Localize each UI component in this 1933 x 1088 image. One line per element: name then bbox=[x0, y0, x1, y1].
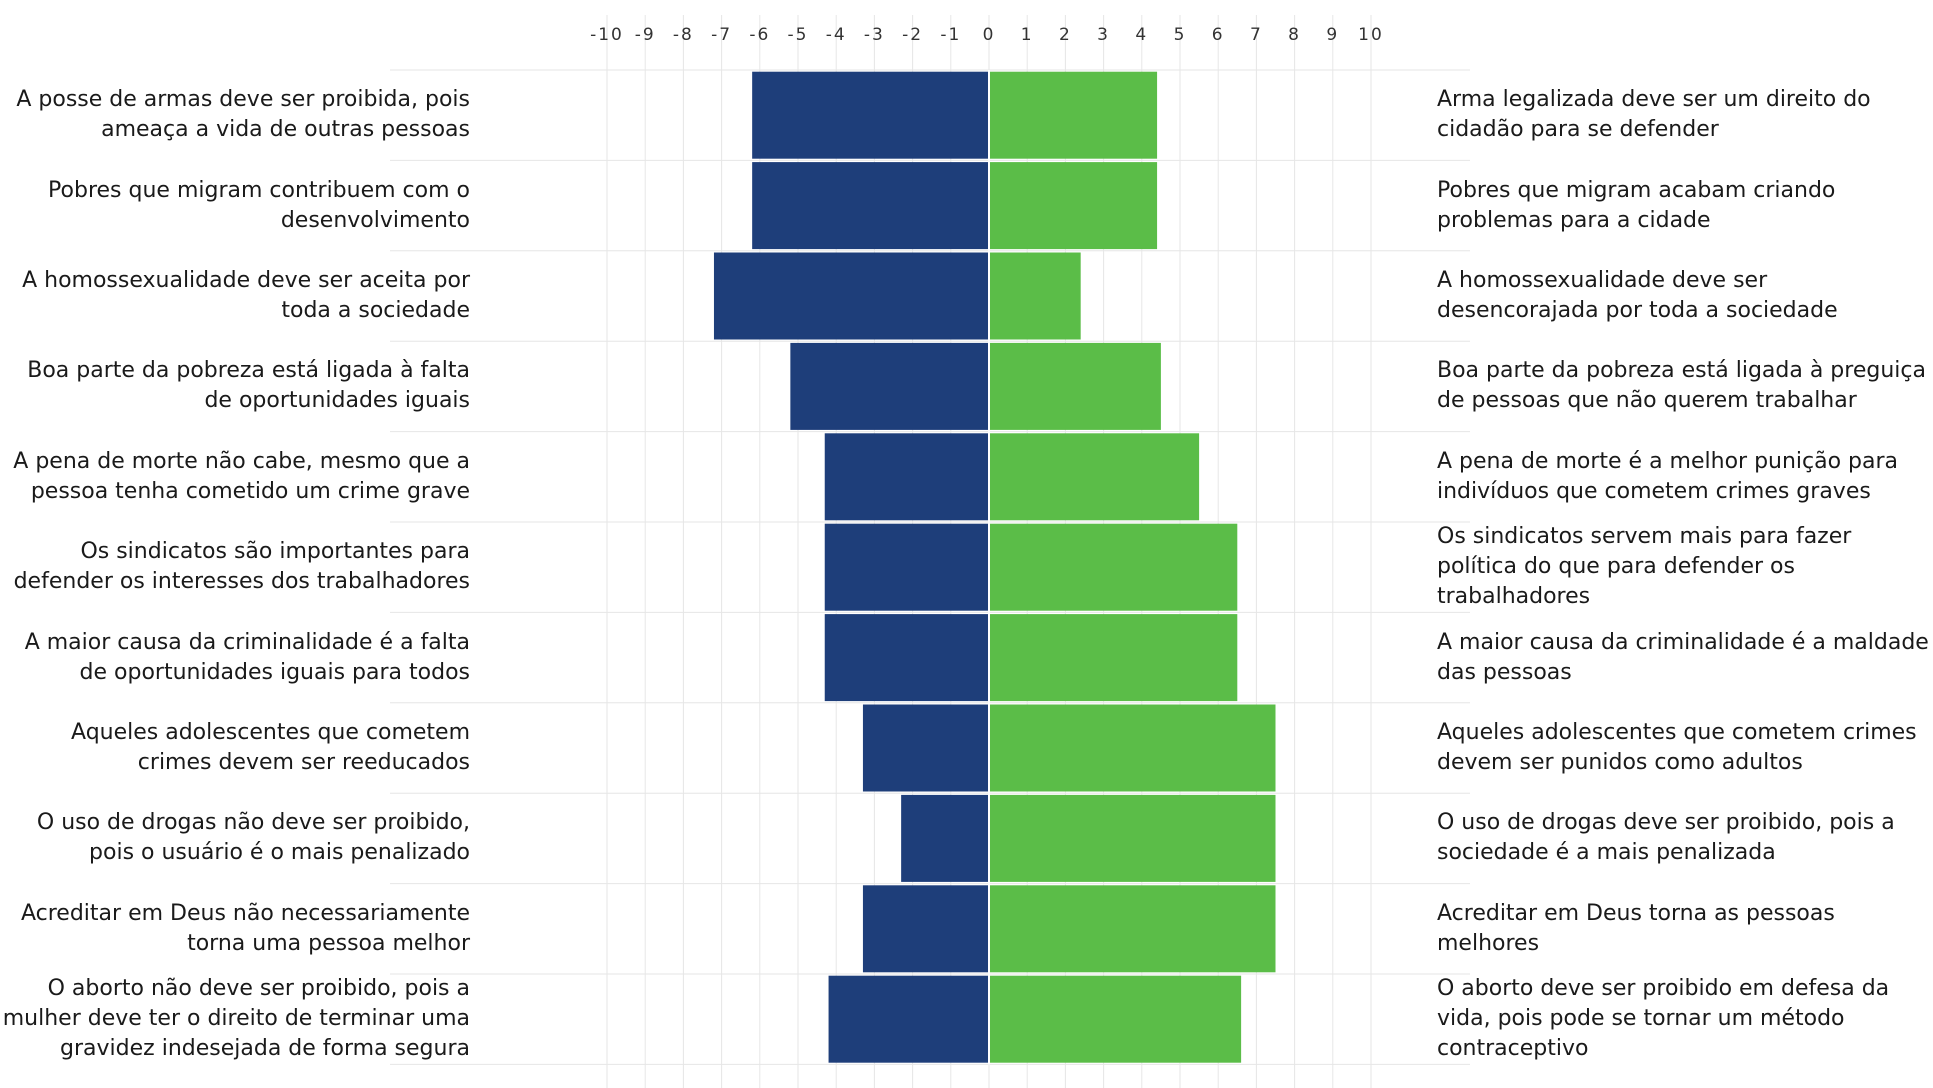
x-tick-label: -3 bbox=[864, 25, 885, 45]
right-statement-label: Pobres que migram acabam criando problem… bbox=[1437, 177, 1836, 233]
bar-negative bbox=[901, 794, 989, 882]
x-tick-label: 9 bbox=[1326, 25, 1339, 45]
bar-positive bbox=[990, 975, 1242, 1063]
x-tick-label: -10 bbox=[590, 25, 624, 45]
left-statement-label: Acreditar em Deus não necessariamente to… bbox=[20, 900, 470, 956]
x-tick-label: 3 bbox=[1097, 25, 1110, 45]
bar-positive bbox=[990, 162, 1158, 250]
x-tick-label: 1 bbox=[1021, 25, 1034, 45]
right-statement-label: Aqueles adolescentes que cometem crimes … bbox=[1437, 719, 1917, 775]
x-tick-label: -4 bbox=[826, 25, 847, 45]
x-tick-label: 8 bbox=[1288, 25, 1301, 45]
right-statement-label: Acreditar em Deus torna as pessoas melho… bbox=[1437, 900, 1835, 956]
bar-positive bbox=[990, 252, 1081, 340]
bar-negative bbox=[824, 433, 989, 521]
bar-positive bbox=[990, 342, 1161, 430]
bar-negative bbox=[713, 252, 989, 340]
bar-positive bbox=[990, 523, 1238, 611]
bar-negative bbox=[862, 704, 989, 792]
chart-bars bbox=[713, 70, 1276, 1065]
bar-negative bbox=[828, 975, 989, 1063]
right-statement-label: Boa parte da pobreza está ligada à pregu… bbox=[1437, 358, 1926, 414]
x-tick-label: 2 bbox=[1059, 25, 1072, 45]
x-tick-label: -9 bbox=[635, 25, 656, 45]
x-tick-label: 7 bbox=[1250, 25, 1263, 45]
left-statement-label: Aqueles adolescentes que cometem crimes … bbox=[71, 719, 470, 775]
left-statement-label: O uso de drogas não deve ser proibido, p… bbox=[36, 810, 470, 866]
x-tick-label: -5 bbox=[788, 25, 809, 45]
x-tick-label: -2 bbox=[902, 25, 923, 45]
bar-positive bbox=[990, 71, 1158, 159]
bar-negative bbox=[824, 523, 989, 611]
bar-negative bbox=[790, 342, 989, 430]
right-statement-label: A maior causa da criminalidade é a malda… bbox=[1437, 629, 1929, 685]
right-statement-label: Arma legalizada deve ser um direito do c… bbox=[1437, 87, 1871, 143]
bar-negative bbox=[824, 614, 989, 702]
x-axis-ticks: -10 -9 -8 -7 -6 -5 -4 -3 -2 -1 0 1 2 3 4 5 6 7 8 9 10 bbox=[590, 25, 1384, 45]
x-tick-label: 6 bbox=[1212, 25, 1225, 45]
left-statement-label: Os sindicatos são importantes para defen… bbox=[13, 539, 470, 595]
x-tick-label: -7 bbox=[711, 25, 732, 45]
bar-positive bbox=[990, 704, 1276, 792]
left-statement-label: Boa parte da pobreza está ligada à falta… bbox=[27, 358, 470, 414]
bar-positive bbox=[990, 433, 1200, 521]
left-statement-label: Pobres que migram contribuem com o desen… bbox=[48, 177, 470, 233]
left-statement-label: A homossexualidade deve ser aceita por t… bbox=[22, 267, 470, 323]
right-statement-label: Os sindicatos servem mais para fazer pol… bbox=[1437, 524, 1852, 610]
right-statement-label: O uso de drogas deve ser proibido, pois … bbox=[1437, 810, 1895, 866]
x-tick-label: 0 bbox=[983, 25, 996, 45]
x-tick-label: -8 bbox=[673, 25, 694, 45]
right-statement-label: A pena de morte é a melhor punição para … bbox=[1437, 448, 1899, 504]
x-tick-label: -1 bbox=[940, 25, 961, 45]
x-tick-label: 5 bbox=[1174, 25, 1187, 45]
left-statement-label: A maior causa da criminalidade é a falta… bbox=[24, 629, 470, 685]
right-statement-label: A homossexualidade deve ser desencorajad… bbox=[1437, 267, 1838, 323]
bar-negative bbox=[752, 162, 989, 250]
bar-positive bbox=[990, 614, 1238, 702]
x-tick-label: 4 bbox=[1135, 25, 1148, 45]
x-tick-label: 10 bbox=[1358, 25, 1384, 45]
left-statement-label: O aborto não deve ser proibido, pois a m… bbox=[2, 976, 470, 1062]
bar-positive bbox=[990, 885, 1276, 973]
right-statement-label: O aborto deve ser proibido em defesa da … bbox=[1437, 976, 1890, 1062]
left-statement-label: A pena de morte não cabe, mesmo que a pe… bbox=[13, 448, 470, 504]
left-statement-label: A posse de armas deve ser proibida, pois… bbox=[16, 87, 470, 143]
x-tick-label: -6 bbox=[749, 25, 770, 45]
bar-negative bbox=[752, 71, 989, 159]
bar-negative bbox=[862, 885, 989, 973]
bar-positive bbox=[990, 794, 1276, 882]
